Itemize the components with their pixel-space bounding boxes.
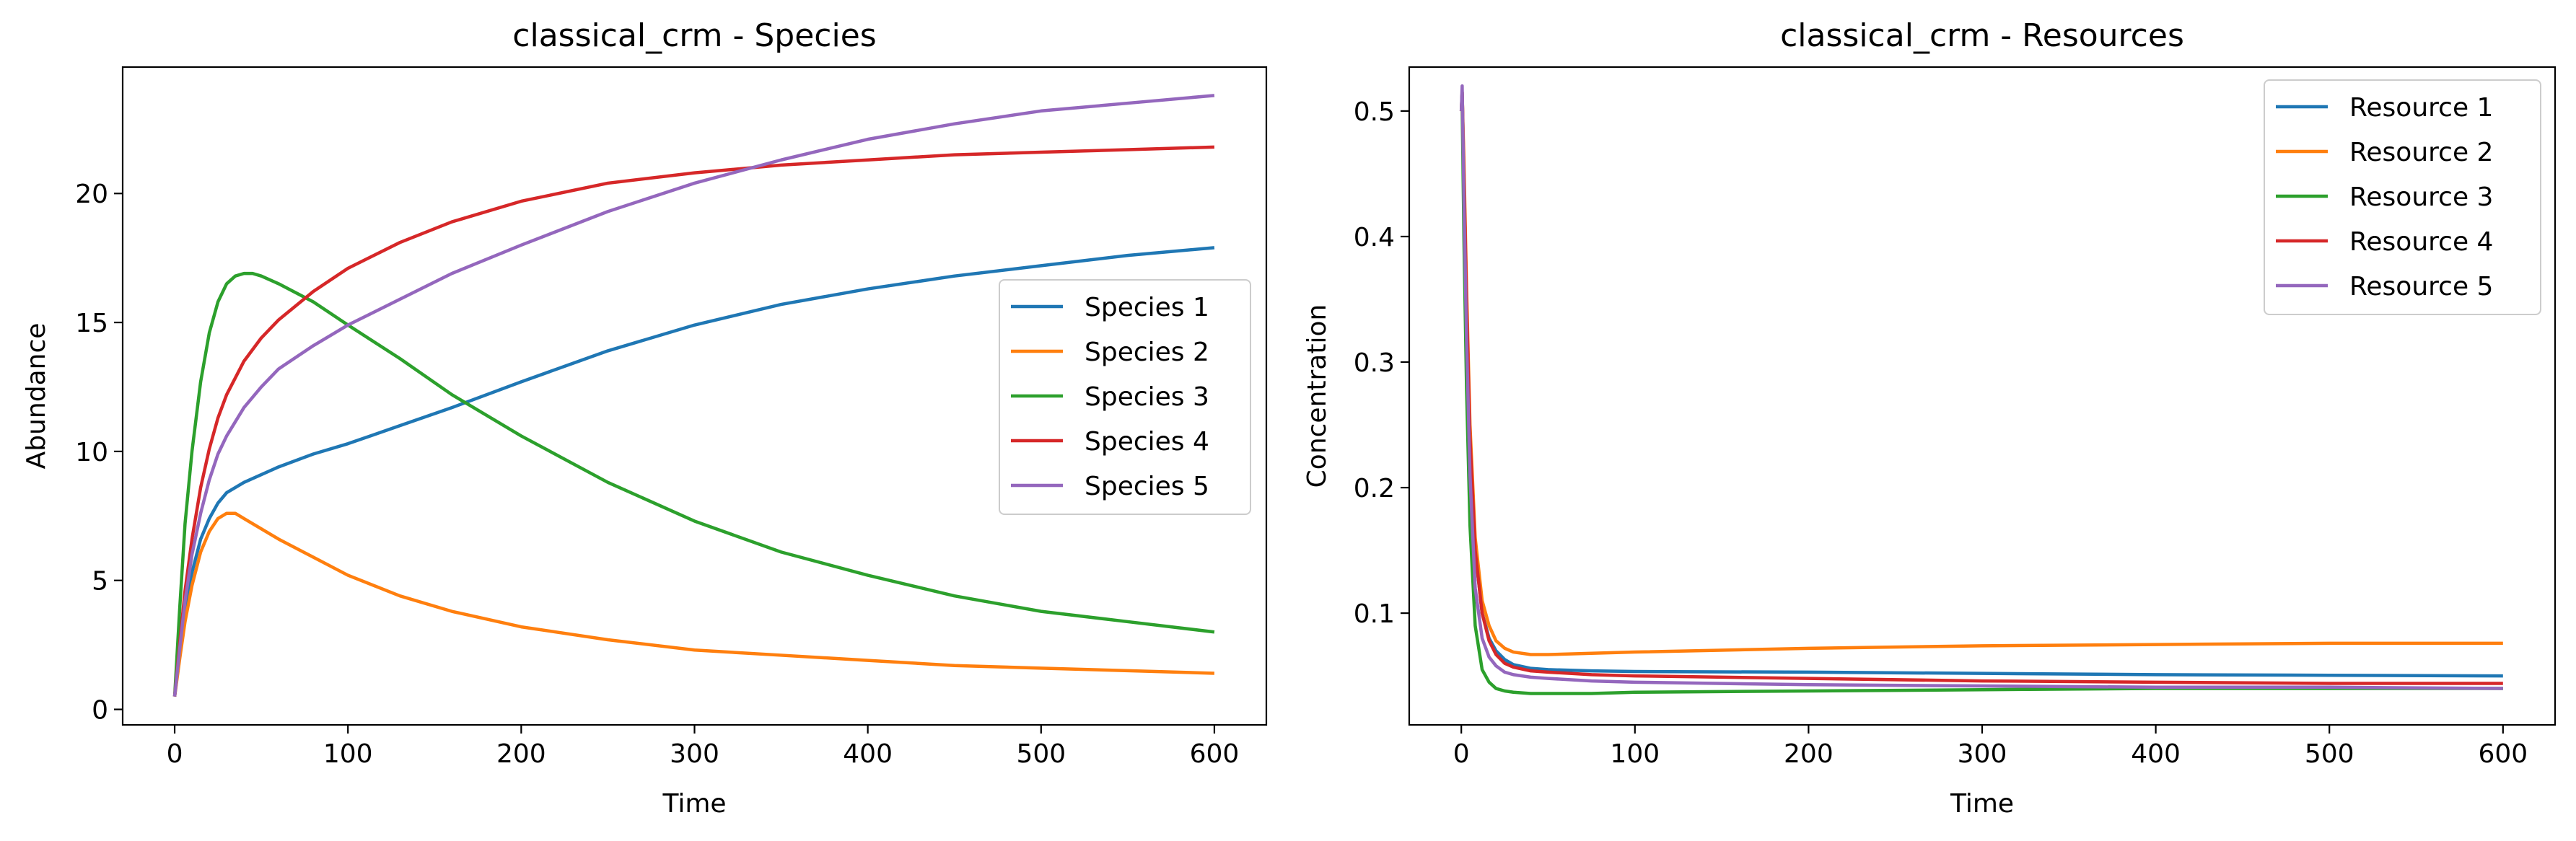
x-tick-label: 600 bbox=[2478, 739, 2528, 769]
legend-label: Resource 5 bbox=[2349, 272, 2493, 301]
legend-label: Resource 1 bbox=[2349, 93, 2493, 123]
y-axis-label: Abundance bbox=[22, 323, 51, 470]
series-line-2 bbox=[172, 511, 1215, 697]
y-axis-label: Concentration bbox=[1302, 304, 1332, 488]
y-tick-label: 0 bbox=[92, 696, 108, 726]
legend-item-1: Species 1 bbox=[1011, 293, 1209, 322]
legend-frame bbox=[999, 279, 1251, 515]
x-tick-label: 400 bbox=[843, 739, 893, 769]
x-tick-label: 500 bbox=[1016, 739, 1066, 769]
legend-item-2: Species 2 bbox=[1011, 338, 1209, 367]
x-tick-label: 300 bbox=[1958, 739, 2007, 769]
y-tick-label: 0.5 bbox=[1354, 97, 1395, 127]
legend-item-5: Resource 5 bbox=[2276, 272, 2493, 301]
legend-item-4: Species 4 bbox=[1011, 427, 1209, 457]
y-tick-label: 0.3 bbox=[1354, 348, 1395, 378]
x-tick-label: 200 bbox=[1784, 739, 1834, 769]
legend-label: Species 3 bbox=[1085, 382, 1209, 412]
legend-label: Species 2 bbox=[1085, 338, 1209, 367]
y-tick-label: 0.4 bbox=[1354, 223, 1395, 252]
x-tick-label: 100 bbox=[323, 739, 373, 769]
y-tick-label: 0.2 bbox=[1354, 474, 1395, 503]
x-tick-label: 600 bbox=[1190, 739, 1240, 769]
series-group bbox=[1459, 84, 2503, 695]
legend-label: Species 1 bbox=[1085, 293, 1209, 322]
series-line-4 bbox=[172, 145, 1215, 697]
series-group bbox=[172, 94, 1215, 697]
resources-panel: 0 100 200 300 400 500 600 0.1 0.2 0.3 0.4 0.5 classi… bbox=[1302, 17, 2557, 819]
series-line-1 bbox=[172, 246, 1215, 697]
species-panel: 0 100 200 300 400 500 600 0 5 10 15 20 classical_crm… bbox=[22, 17, 1268, 819]
legend: Species 1 Species 2 Species 3 Species 4 Spec… bbox=[999, 279, 1251, 515]
panel-title: classical_crm - Species bbox=[512, 17, 876, 54]
legend-item-3: Resource 3 bbox=[2276, 182, 2493, 212]
x-tick-label: 200 bbox=[496, 739, 546, 769]
x-tick-label: 0 bbox=[1453, 739, 1470, 769]
y-tick-label: 10 bbox=[75, 438, 108, 467]
x-tick-label: 300 bbox=[670, 739, 719, 769]
legend-label: Resource 3 bbox=[2349, 182, 2493, 212]
y-tick-label: 20 bbox=[75, 180, 108, 209]
series-line-5 bbox=[172, 94, 1215, 697]
x-tick-label: 100 bbox=[1610, 739, 1660, 769]
legend-item-2: Resource 2 bbox=[2276, 138, 2493, 167]
x-axis-label: Time bbox=[1950, 789, 2014, 819]
legend-item-1: Resource 1 bbox=[2276, 93, 2493, 123]
legend-item-3: Species 3 bbox=[1011, 382, 1209, 412]
panel-title: classical_crm - Resources bbox=[1780, 17, 2184, 54]
legend-item-5: Species 5 bbox=[1011, 472, 1209, 501]
series-line-3 bbox=[172, 271, 1215, 697]
legend-label: Species 4 bbox=[1085, 427, 1209, 457]
legend: Resource 1 Resource 2 Resource 3 Resource 4… bbox=[2264, 79, 2541, 315]
x-tick-label: 0 bbox=[167, 739, 183, 769]
x-tick-label: 500 bbox=[2305, 739, 2354, 769]
series-line-5 bbox=[1459, 84, 2503, 690]
legend-label: Species 5 bbox=[1085, 472, 1209, 501]
legend-frame bbox=[2264, 79, 2541, 315]
legend-label: Resource 2 bbox=[2349, 138, 2493, 167]
y-tick-label: 5 bbox=[92, 567, 108, 596]
y-tick-label: 15 bbox=[75, 309, 108, 338]
legend-item-4: Resource 4 bbox=[2276, 227, 2493, 257]
x-tick-label: 400 bbox=[2131, 739, 2181, 769]
legend-label: Resource 4 bbox=[2349, 227, 2493, 257]
x-axis-label: Time bbox=[662, 789, 726, 819]
y-tick-label: 0.1 bbox=[1354, 599, 1395, 629]
